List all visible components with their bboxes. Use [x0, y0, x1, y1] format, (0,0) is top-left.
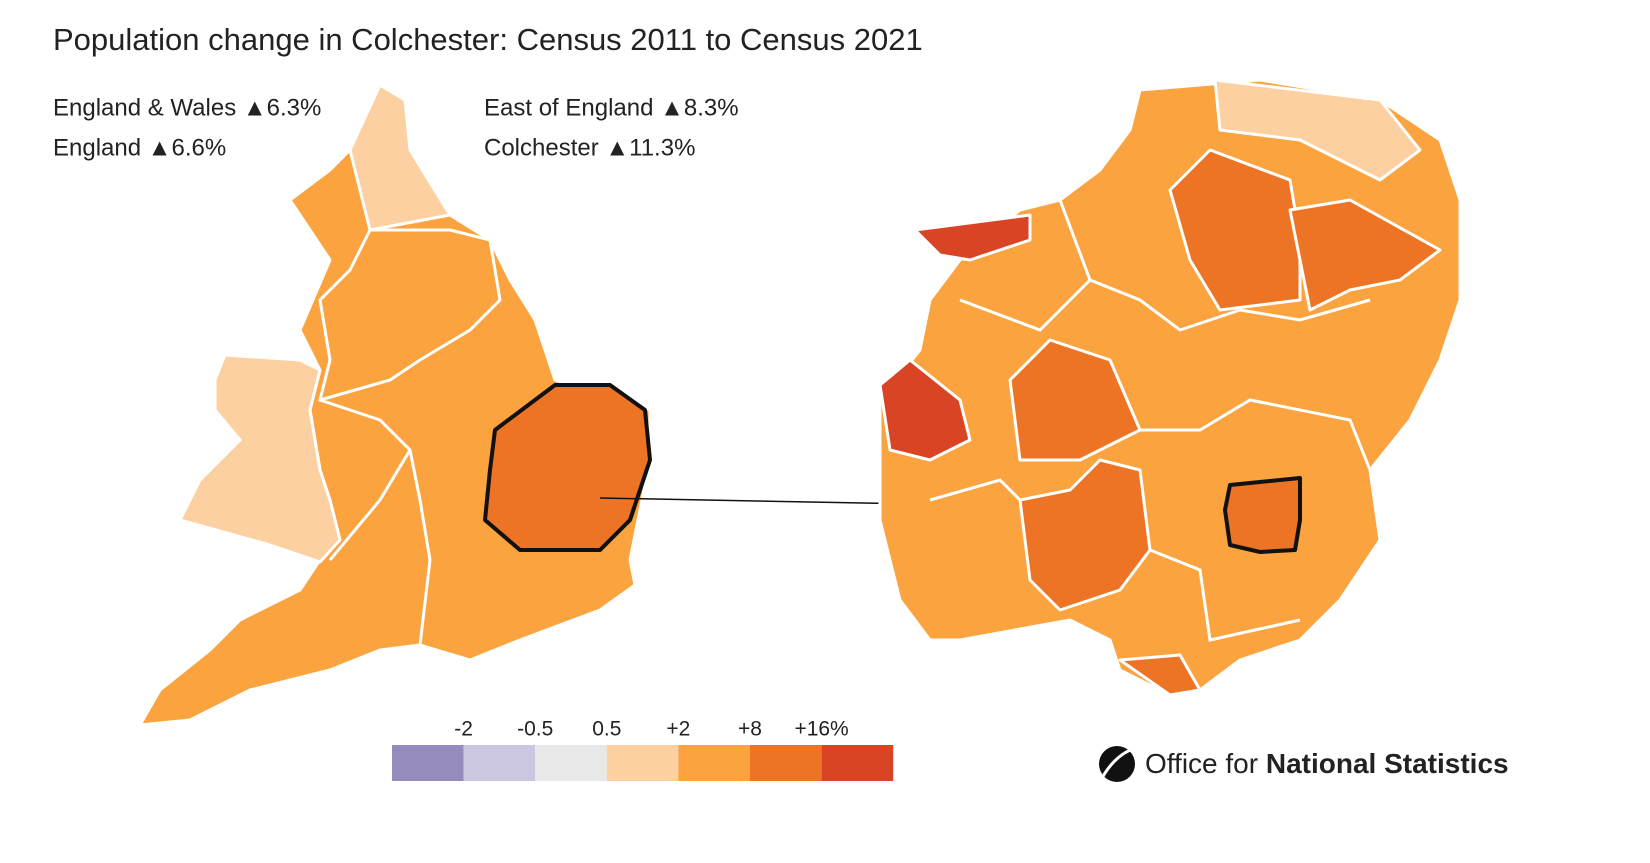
border: [328, 449, 412, 561]
logo-mark: [1099, 746, 1135, 782]
england-wales-map: [138, 83, 652, 727]
region: [878, 358, 972, 462]
legend-label: +8: [738, 718, 762, 741]
border: [1149, 548, 1301, 642]
legend-swatch: [463, 745, 536, 781]
stat: England & Wales ▲6.3%: [53, 94, 321, 121]
region: [913, 213, 1032, 262]
legend: -2 -0.5 0.5 +2 +8 +16%: [392, 718, 894, 781]
logo-mark: [1100, 746, 1136, 779]
logo-text: National Statistics: [1266, 748, 1509, 779]
region: [1118, 653, 1202, 697]
title: Population change in Colchester: Census …: [53, 22, 923, 57]
logo-text: Office for National Statistics: [1145, 748, 1509, 779]
border: [318, 229, 432, 646]
logo-text: Office for: [1145, 748, 1258, 779]
legend-label: +2: [666, 718, 690, 741]
legend-swatch: [678, 745, 750, 781]
legend-swatch: [392, 745, 464, 781]
colchester: [1223, 476, 1302, 554]
region: [1213, 78, 1422, 182]
stat: England ▲6.6%: [53, 134, 226, 161]
legend-swatch: [606, 745, 679, 781]
border: [1140, 398, 1372, 471]
legend-swatch: [535, 745, 607, 781]
stat: East of England ▲8.3%: [484, 94, 739, 121]
east-of-england: [483, 383, 652, 552]
region: [1288, 198, 1442, 312]
region: [348, 83, 452, 232]
legend-swatch: [750, 745, 822, 781]
stat: Colchester ▲11.3%: [484, 134, 695, 161]
legend-label: -2: [454, 718, 473, 741]
region: [178, 353, 342, 564]
logo: Office for National Statistics: [1099, 746, 1509, 782]
legend-label: 0.5: [592, 718, 621, 741]
legend-swatch: [821, 745, 894, 781]
border: [959, 278, 1092, 332]
east-of-england-map: [878, 78, 1462, 697]
legend-label: -0.5: [517, 718, 553, 741]
legend-label: +16%: [794, 718, 848, 741]
region: [1168, 148, 1302, 312]
border: [929, 478, 1022, 502]
border: [319, 228, 502, 402]
